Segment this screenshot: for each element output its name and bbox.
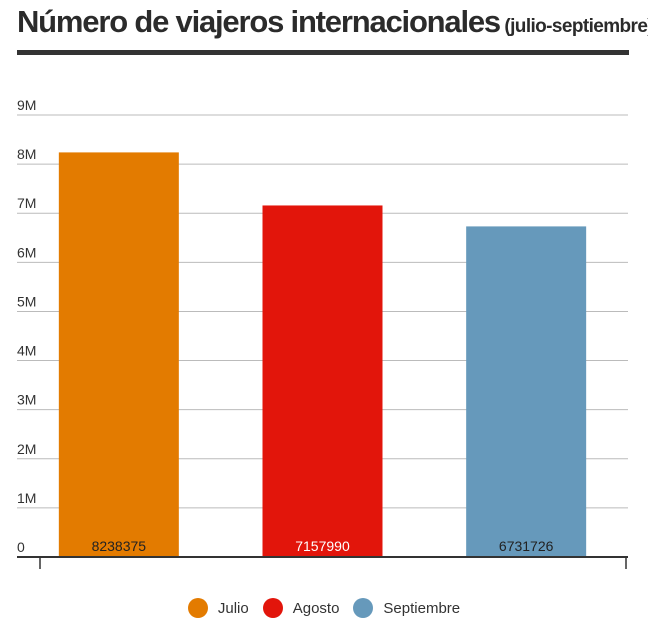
y-tick-label: 9M (17, 97, 36, 113)
legend-swatch (262, 598, 283, 618)
legend-item-julio: Julio (187, 598, 249, 618)
y-tick-label: 0 (17, 539, 25, 555)
bar-value-label: 8238375 (92, 538, 147, 554)
y-tick-label: 4M (17, 343, 36, 359)
y-tick-label: 2M (17, 441, 36, 457)
bar-value-label: 7157990 (295, 538, 350, 554)
y-tick-label: 6M (17, 244, 36, 260)
bar-julio (58, 152, 179, 558)
chart-title-main: Número de viajeros internacionales (17, 4, 501, 39)
legend-label: Julio (217, 599, 249, 617)
bar-value-label: 6731726 (499, 538, 554, 554)
y-tick-label: 8M (17, 146, 36, 162)
legend-swatch (187, 598, 208, 618)
legend-swatch (353, 598, 374, 618)
legend-item-agosto: Agosto (262, 598, 340, 618)
y-tick-label: 3M (17, 392, 36, 408)
chart-title: Número de viajeros internacionales (juli… (17, 4, 648, 40)
chart-subtitle: (julio-septiembre) (504, 16, 648, 37)
title-underline (17, 50, 629, 55)
y-tick-label: 7M (17, 195, 36, 211)
y-tick-label: 1M (17, 490, 36, 506)
legend-item-septiembre: Septiembre (353, 598, 460, 618)
bar-septiembre (466, 226, 587, 557)
legend-label: Septiembre (383, 599, 461, 617)
chart-legend: Julio Agosto Septiembre (0, 598, 648, 618)
bar-agosto (262, 205, 383, 557)
y-tick-label: 5M (17, 293, 36, 309)
legend-label: Agosto (292, 599, 340, 617)
